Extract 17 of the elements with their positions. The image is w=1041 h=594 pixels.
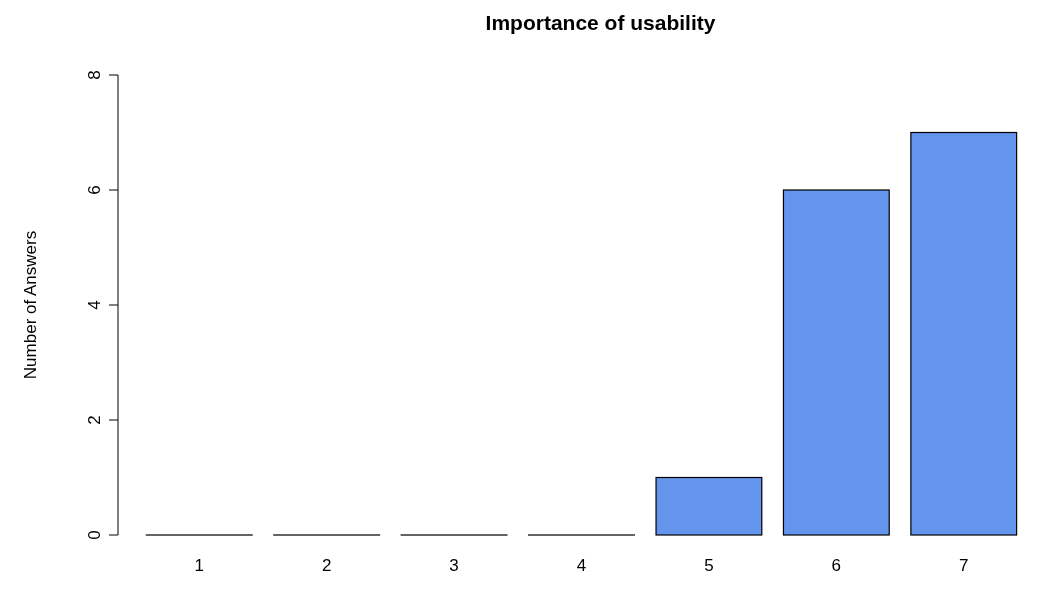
y-tick-label: 8 (84, 70, 104, 80)
bar (910, 131, 1018, 536)
x-tick-label: 3 (449, 556, 459, 575)
x-tick-label: 5 (704, 556, 714, 575)
chart-title: Importance of usability (485, 11, 716, 34)
bar (782, 189, 890, 536)
y-tick-label: 6 (84, 185, 104, 195)
x-tick-label: 2 (321, 556, 332, 575)
x-tick-label: 6 (831, 556, 842, 575)
y-tick-label: 2 (84, 415, 104, 425)
y-tick-label: 0 (84, 530, 104, 540)
x-tick-label: 7 (959, 556, 969, 575)
y-tick-label: 4 (84, 300, 104, 310)
x-tick-label: 1 (194, 556, 204, 575)
bar (655, 476, 763, 536)
x-tick-label: 4 (576, 556, 587, 575)
y-axis-title: Number of Answers (21, 230, 40, 380)
